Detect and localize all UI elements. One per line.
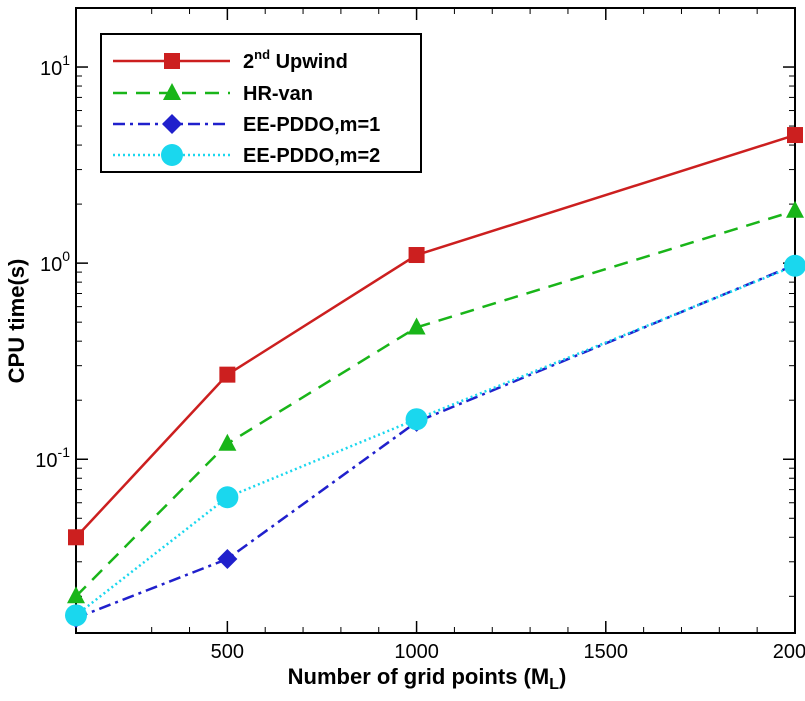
y-tick-label: 101 bbox=[40, 52, 70, 80]
data-point bbox=[219, 366, 236, 383]
y-tick-base: 10 bbox=[40, 254, 62, 276]
legend-label: 2nd Upwind bbox=[243, 47, 348, 73]
y-tick-exp: 1 bbox=[62, 52, 70, 68]
data-point bbox=[408, 247, 425, 264]
data-point bbox=[784, 254, 805, 277]
data-point bbox=[407, 317, 426, 335]
y-tick-label: 100 bbox=[40, 248, 70, 276]
y-axis-title: CPU time(s) bbox=[4, 259, 29, 384]
y-tick-exp: 0 bbox=[62, 248, 70, 264]
x-axis-title-main: Number of grid points (M bbox=[288, 664, 550, 689]
legend-label: EE-PDDO,m=2 bbox=[243, 145, 380, 167]
legend-label-base: 2 bbox=[243, 51, 254, 73]
data-point bbox=[216, 486, 239, 509]
data-point bbox=[218, 433, 237, 451]
series-line-0 bbox=[75, 133, 796, 539]
legend-marker bbox=[163, 83, 181, 100]
y-tick-base: 10 bbox=[35, 450, 57, 472]
data-point bbox=[67, 586, 85, 604]
data-point bbox=[217, 548, 238, 569]
data-point bbox=[405, 408, 428, 431]
data-point bbox=[65, 604, 87, 627]
series-line-2 bbox=[75, 263, 796, 620]
x-axis-title-sub: L bbox=[549, 676, 559, 693]
x-tick-label: 1500 bbox=[584, 641, 629, 663]
series-markers bbox=[65, 127, 805, 629]
y-tick-label: 10-1 bbox=[35, 444, 70, 472]
legend-label-rest: Upwind bbox=[270, 51, 348, 73]
series-line-1 bbox=[75, 209, 796, 598]
legend: 2nd Upwind HR-van EE-PDDO,m=1 EE-PDDO,m=2 bbox=[100, 33, 422, 173]
legend-items: 2nd Upwind HR-van EE-PDDO,m=1 EE-PDDO,m=2 bbox=[113, 47, 380, 167]
x-tick-label: 2000 bbox=[773, 641, 805, 663]
legend-box bbox=[100, 33, 422, 173]
legend-label: EE-PDDO,m=1 bbox=[243, 114, 380, 136]
x-tick-label: 500 bbox=[211, 641, 244, 663]
legend-marker bbox=[161, 144, 183, 166]
plot-frame bbox=[75, 7, 796, 634]
data-point bbox=[787, 127, 803, 144]
data-point bbox=[786, 200, 804, 218]
x-axis-title: Number of grid points (ML) bbox=[288, 664, 567, 693]
data-point bbox=[68, 529, 84, 546]
series-line-3 bbox=[75, 264, 796, 617]
y-tick-base: 10 bbox=[40, 58, 62, 80]
legend-marker bbox=[162, 114, 182, 134]
legend-label-sup: nd bbox=[254, 47, 270, 62]
legend-label: HR-van bbox=[243, 83, 313, 105]
legend-marker bbox=[164, 53, 180, 69]
series-lines bbox=[75, 133, 796, 620]
x-tick-label: 1000 bbox=[394, 641, 439, 663]
x-axis-title-suffix: ) bbox=[559, 664, 566, 689]
y-tick-exp: -1 bbox=[58, 444, 71, 460]
